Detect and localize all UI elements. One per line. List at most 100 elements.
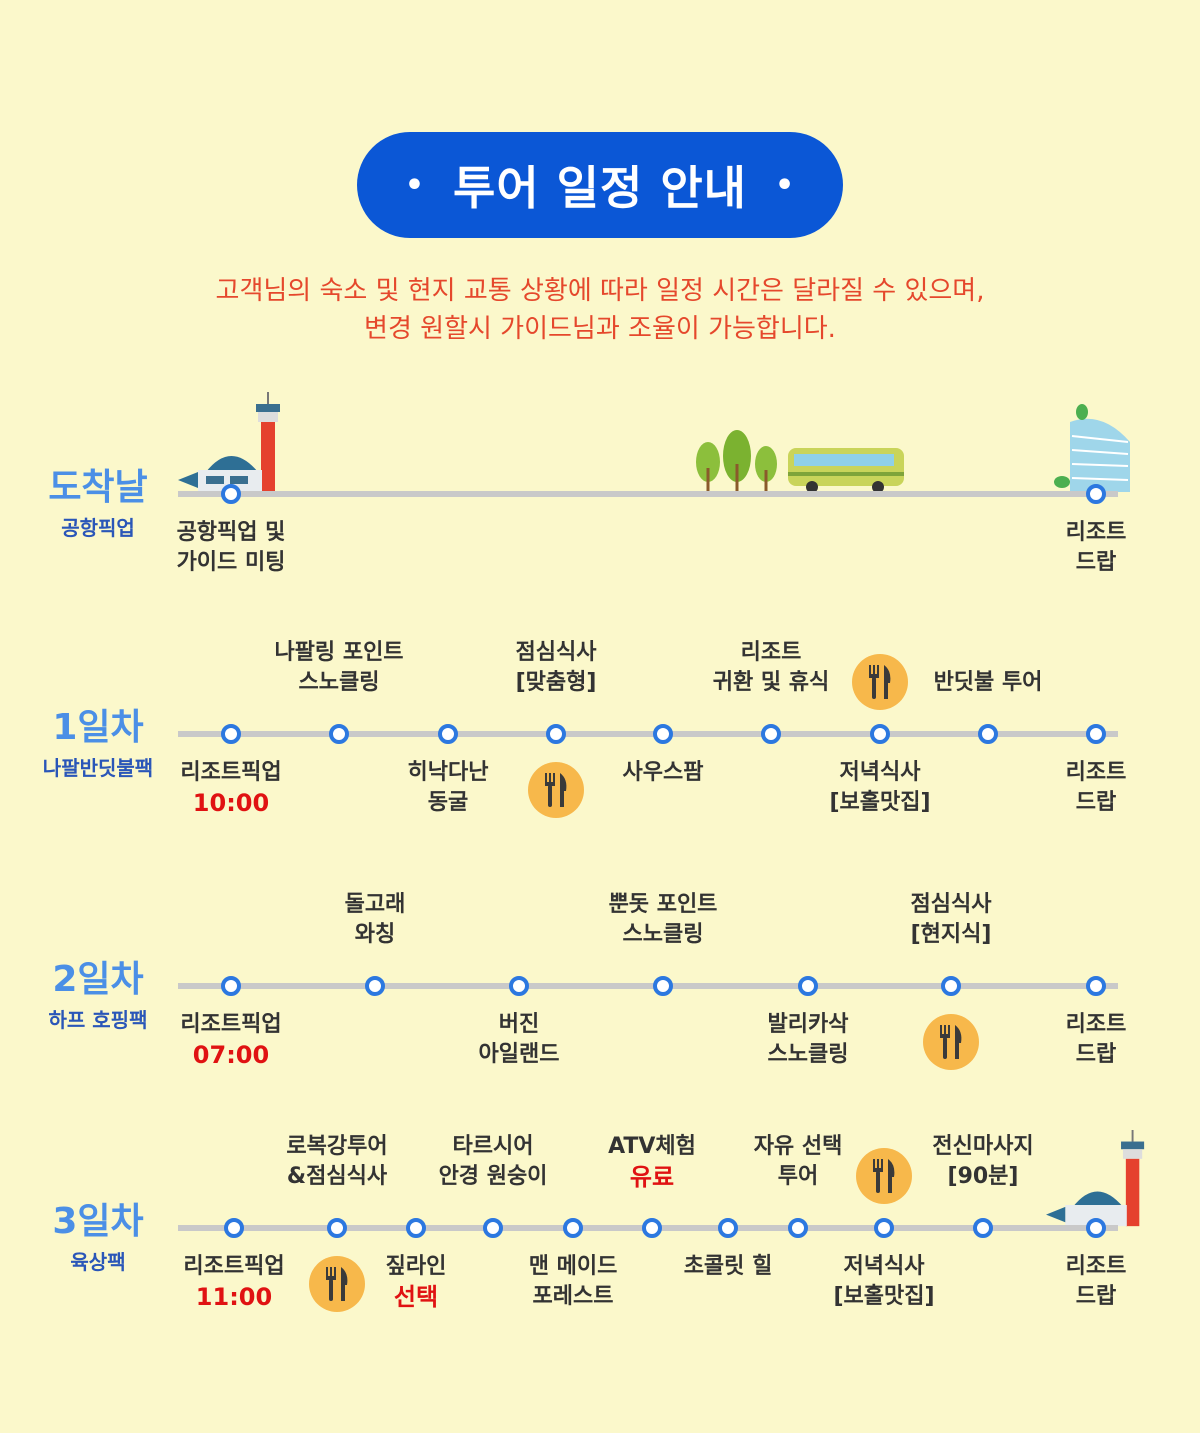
timeline-node[interactable] bbox=[546, 724, 566, 744]
stop-label-line: 뿐돗 포인트 bbox=[608, 892, 718, 917]
timeline-node[interactable] bbox=[365, 976, 385, 996]
page-title: 투어 일정 안내 bbox=[453, 161, 747, 215]
stop-label-below: 리조트 드랍 bbox=[1066, 758, 1127, 818]
timeline-node[interactable] bbox=[221, 976, 241, 996]
stop-label-line: 드랍 bbox=[1075, 1284, 1117, 1309]
timeline-node[interactable] bbox=[1086, 1218, 1106, 1238]
stop-label-line: 동굴 bbox=[427, 790, 469, 815]
stop-label-line: 짚라인 bbox=[385, 1254, 447, 1279]
stop-label-line: 귀환 및 휴식 bbox=[712, 670, 830, 695]
stop-label-line: 저녁식사 bbox=[843, 1254, 925, 1279]
timeline-node[interactable] bbox=[329, 724, 349, 744]
timeline-node[interactable] bbox=[1086, 724, 1106, 744]
timeline-node[interactable] bbox=[761, 724, 781, 744]
timeline-node[interactable] bbox=[1086, 484, 1106, 504]
timeline-node[interactable] bbox=[642, 1218, 662, 1238]
stop-label-line: 07:00 bbox=[192, 1041, 270, 1069]
timeline-node[interactable] bbox=[978, 724, 998, 744]
day-title: 2일차 bbox=[52, 959, 144, 1000]
stop-label-line: 버진 bbox=[498, 1012, 540, 1037]
timeline-node[interactable] bbox=[653, 724, 673, 744]
timeline-node[interactable] bbox=[483, 1218, 503, 1238]
timeline-track bbox=[178, 731, 1118, 737]
timeline-node[interactable] bbox=[406, 1218, 426, 1238]
stop-label-line: 안경 원숭이 bbox=[438, 1164, 548, 1189]
stop-label-below: 히낙다난 동굴 bbox=[408, 758, 489, 818]
stop-label-line: 선택 bbox=[393, 1283, 439, 1311]
stop-label-line: 11:00 bbox=[195, 1283, 273, 1311]
stop-label-above: 반딧불 투어 bbox=[934, 668, 1043, 698]
stop-label-line: 사우스팜 bbox=[622, 760, 704, 785]
timeline-node[interactable] bbox=[973, 1218, 993, 1238]
stop-label-line: 투어 bbox=[777, 1164, 819, 1189]
stop-label-line: 가이드 미팅 bbox=[176, 550, 286, 575]
stop-label-above: 나팔링 포인트 스노클링 bbox=[274, 638, 403, 698]
stop-label-line: 반딧불 투어 bbox=[933, 670, 1043, 695]
meal-icon bbox=[923, 1014, 979, 1070]
stop-label-line: 리조트픽업 bbox=[183, 1254, 285, 1279]
timeline-node[interactable] bbox=[653, 976, 673, 996]
stop-label-below: 리조트픽업 07:00 bbox=[180, 1010, 281, 1070]
stop-label-below: 리조트 드랍 bbox=[1066, 1010, 1127, 1070]
notice-line: 변경 원할시 가이드님과 조율이 가능합니다. bbox=[364, 314, 836, 344]
stop-label-above: 점심식사 [맞춤형] bbox=[516, 638, 597, 698]
meal-icon bbox=[528, 762, 584, 818]
stop-label-line: 10:00 bbox=[192, 789, 270, 817]
stop-label-line: 드랍 bbox=[1075, 550, 1117, 575]
timeline-node[interactable] bbox=[221, 724, 241, 744]
timeline-track bbox=[178, 491, 1118, 497]
airport-icon bbox=[1046, 1130, 1145, 1227]
stop-label-line: 와칭 bbox=[354, 922, 396, 947]
day-subtitle: 나팔반딧불팩 bbox=[42, 756, 154, 780]
timeline-node[interactable] bbox=[224, 1218, 244, 1238]
timeline-node[interactable] bbox=[788, 1218, 808, 1238]
stop-label-below: 초콜릿 힐 bbox=[684, 1252, 773, 1282]
stop-label-line: 자유 선택 bbox=[753, 1134, 843, 1159]
timeline-node[interactable] bbox=[438, 724, 458, 744]
stop-label-line: 포레스트 bbox=[532, 1284, 614, 1309]
stop-label-line: [보홀맛집] bbox=[833, 1284, 935, 1309]
stop-label-line: 발리카삭 bbox=[767, 1012, 849, 1037]
day-label: 1일차 나팔반딧불팩 bbox=[0, 708, 196, 781]
day-subtitle: 육상팩 bbox=[70, 1250, 126, 1274]
stop-label-below: 저녁식사 [보홀맛집] bbox=[829, 758, 930, 818]
bus-icon bbox=[788, 448, 904, 493]
stop-label-line: [보홀맛집] bbox=[829, 790, 931, 815]
stop-label-line: 리조트 bbox=[1065, 760, 1127, 785]
stop-label-line: 스노클링 bbox=[298, 670, 380, 695]
timeline-node[interactable] bbox=[1086, 976, 1106, 996]
stop-label-line: 전신마사지 bbox=[932, 1134, 1034, 1159]
stop-label-line: 아일랜드 bbox=[478, 1042, 560, 1067]
bullet-right: • bbox=[774, 167, 796, 203]
timeline-node[interactable] bbox=[563, 1218, 583, 1238]
timeline-node[interactable] bbox=[798, 976, 818, 996]
stop-label-line: 유료 bbox=[629, 1163, 675, 1191]
day-title: 3일차 bbox=[52, 1201, 144, 1242]
timeline-node[interactable] bbox=[509, 976, 529, 996]
timeline-node[interactable] bbox=[941, 976, 961, 996]
stop-label-line: 초콜릿 힐 bbox=[683, 1254, 773, 1279]
stop-label-below: 저녁식사 [보홀맛집] bbox=[833, 1252, 934, 1312]
day-title: 도착날 bbox=[48, 467, 148, 508]
stop-label-line: [90분] bbox=[947, 1164, 1019, 1189]
timeline-node[interactable] bbox=[327, 1218, 347, 1238]
stop-label-line: 스노클링 bbox=[767, 1042, 849, 1067]
timeline-node[interactable] bbox=[874, 1218, 894, 1238]
stop-label-line: 타르시어 bbox=[452, 1134, 534, 1159]
stop-label-above: ATV체험 유료 bbox=[608, 1132, 696, 1192]
stop-label-above: 뿐돗 포인트 스노클링 bbox=[609, 890, 718, 950]
timeline-node[interactable] bbox=[870, 724, 890, 744]
stop-label-line: [현지식] bbox=[910, 922, 992, 947]
stop-label-line: 돌고래 bbox=[344, 892, 406, 917]
stop-label-line: 리조트 bbox=[1065, 1254, 1127, 1279]
timeline-node[interactable] bbox=[221, 484, 241, 504]
timeline-node[interactable] bbox=[718, 1218, 738, 1238]
stop-label-below: 리조트픽업 11:00 bbox=[183, 1252, 284, 1312]
